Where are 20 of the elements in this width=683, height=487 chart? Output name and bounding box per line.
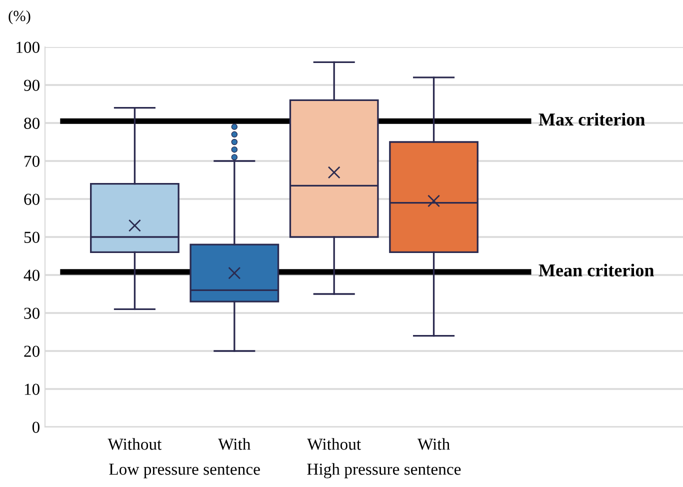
ref-line-label: Max criterion — [538, 112, 645, 126]
y-tick-label: 70 — [24, 156, 40, 167]
y-tick-label: 90 — [24, 80, 40, 91]
y-tick-label: 100 — [16, 42, 40, 53]
x-tick-label: Without — [108, 438, 162, 450]
y-tick-label: 80 — [24, 118, 40, 129]
text: High pressure sentence — [307, 463, 461, 478]
y-tick-label: 50 — [24, 232, 40, 243]
x-tick-label: With — [218, 438, 251, 450]
y-tick-label: 20 — [24, 346, 40, 357]
ref-line-label: Mean criterion — [538, 264, 654, 276]
y-tick-label: 30 — [24, 308, 40, 319]
x-tick-label: With — [417, 438, 450, 450]
text: Low pressure sentence — [109, 464, 260, 478]
y-tick-label: 60 — [24, 194, 40, 205]
y-tick-label: 0 — [32, 422, 40, 433]
y-tick-label: 10 — [24, 384, 40, 395]
x-tick-label: Without — [307, 438, 361, 450]
y-tick-label: 40 — [24, 270, 40, 281]
y-axis-title: (%) — [8, 10, 30, 24]
